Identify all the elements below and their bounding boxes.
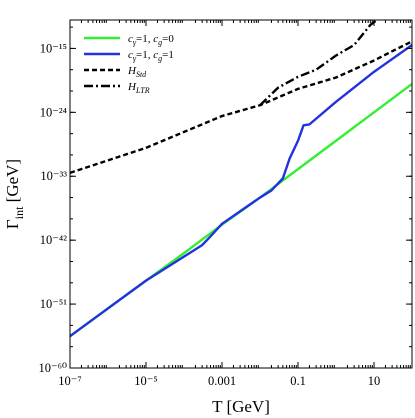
y-tick-label: 10⁻⁴²: [40, 233, 67, 247]
y-axis-label-unit: [GeV]: [3, 159, 22, 207]
x-axis-label: T [GeV]: [212, 397, 270, 416]
legend-label-2: HStd: [127, 65, 147, 79]
legend-label-1: cγ=1, cg=1: [128, 49, 174, 63]
legend: cγ=1, cg=0 cγ=1, cg=1 HStd HLTR: [84, 33, 174, 95]
y-tick-label: 10⁻³³: [40, 169, 67, 183]
y-axis-label-symbol: Γ: [3, 219, 22, 229]
series-line-2: [70, 40, 412, 174]
series-line-1: [70, 44, 412, 338]
x-tick-label: 10⁻⁷: [58, 374, 81, 388]
legend-label-3: HLTR: [127, 81, 150, 95]
plot-frame: [69, 19, 413, 369]
y-tick-label: 10⁻⁵¹: [40, 297, 67, 311]
series-line-3: [259, 20, 378, 107]
y-tick-label: 10⁻¹⁵: [40, 41, 67, 55]
ticks-layer: 10⁻⁷ 10⁻⁵ 0.001 0.1 10 10⁻⁶⁰ 10⁻⁵¹ 10⁻⁴² 10⁻³³ 10…: [39, 20, 412, 388]
x-tick-label: 10: [368, 374, 381, 388]
legend-label-0: cγ=1, cg=0: [128, 33, 174, 47]
x-tick-label: 0.1: [290, 374, 306, 388]
y-tick-label: 10⁻⁶⁰: [39, 361, 67, 375]
x-tick-label: 0.001: [208, 374, 236, 388]
series-layer: [70, 20, 412, 338]
y-axis-label: Γint [GeV]: [3, 159, 26, 229]
x-tick-label: 10⁻⁵: [134, 374, 157, 388]
y-axis-label-subscript: int: [12, 206, 26, 219]
y-tick-label: 10⁻²⁴: [40, 105, 67, 119]
